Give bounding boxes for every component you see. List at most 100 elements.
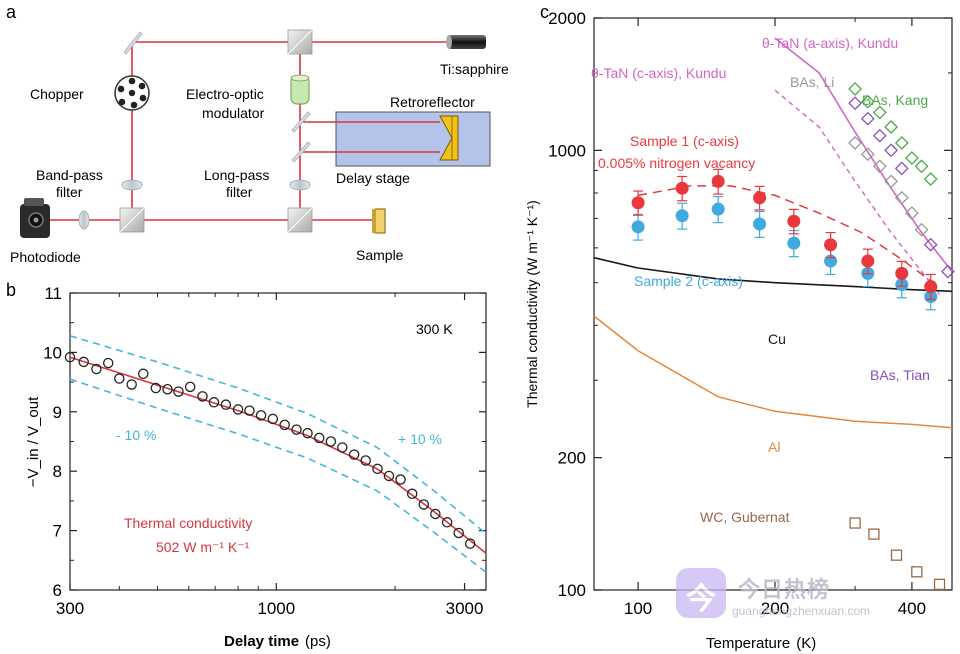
measurement-point	[184, 381, 196, 393]
bas-tian-point	[923, 237, 938, 252]
beam-splitter-top-middle	[287, 29, 313, 55]
panel-b-xlabel-main: Delay time	[224, 633, 299, 650]
bandpass-label-1: Band-pass	[36, 167, 103, 183]
panel-a-label: a	[6, 2, 17, 22]
ti-sapphire-laser	[446, 35, 486, 49]
sample-label: Sample	[356, 247, 404, 263]
panel-c-ytick-label: 1000	[548, 141, 586, 160]
photodiode	[20, 198, 50, 238]
beam-splitter-bottom-left	[119, 207, 145, 233]
panel-c-ytick-label: 2000	[548, 9, 586, 28]
measurement-point	[173, 386, 184, 397]
sample	[372, 208, 386, 234]
watermark-logo-glyph: 今	[686, 583, 716, 616]
panel-c-lines	[593, 37, 953, 429]
eom-label-2: modulator	[202, 105, 265, 121]
thermal-conductivity-value: 502 W m⁻¹ K⁻¹	[156, 539, 250, 555]
panel-c-points	[631, 81, 955, 591]
measurement-point	[372, 463, 383, 475]
panel-c-label: c	[540, 2, 549, 22]
wc-point	[911, 566, 923, 578]
tan-c-curve	[774, 89, 941, 295]
panel-c-xtick-label: 100	[624, 599, 652, 618]
chopper-label: Chopper	[30, 86, 84, 102]
plus-10-curve	[69, 335, 487, 535]
panel-c-xtick-label: 400	[898, 599, 926, 618]
bas-li-point	[904, 206, 919, 221]
measurement-point	[337, 442, 348, 453]
bas-tian-point	[872, 128, 887, 143]
electro-optic-modulator	[290, 74, 310, 105]
cu-curve	[593, 256, 953, 293]
temperature-annotation: 300 K	[416, 321, 453, 337]
bas-li-point	[860, 147, 875, 162]
measurement-point	[114, 373, 125, 384]
measurement-point	[91, 363, 102, 375]
measurement-point	[197, 391, 208, 402]
sample2-point	[675, 209, 689, 223]
sample2-label: Sample 2 (c-axis)	[634, 273, 743, 289]
wc-point	[868, 528, 880, 540]
longpass-filter	[289, 179, 311, 191]
bas-kang-point	[904, 151, 919, 166]
panel-b-xtick-label: 3000	[446, 599, 484, 618]
sample2-point	[711, 202, 725, 216]
sample1-point	[895, 266, 909, 280]
al-label: Al	[768, 439, 780, 455]
panel-b-ytick-label: 7	[53, 522, 62, 541]
bas-kang-point	[914, 159, 929, 174]
panel-b-tick-labels: 6 7 8 9 10 11 300 1000 3000	[43, 284, 483, 618]
wc-label: WC, Gubernat	[700, 509, 790, 525]
beams-in-stage	[336, 121, 440, 153]
watermark-text: 今日热榜	[738, 577, 831, 602]
bas-tian-point	[940, 264, 955, 279]
measurement-point	[78, 356, 89, 368]
mirror-mid-upper	[291, 111, 311, 133]
panel-b-ytick-label: 8	[53, 462, 62, 481]
panel-b: b 6 7 8 9 10 11 300 1000 3000 300 K - 10 % + 10 …	[6, 280, 487, 650]
measurement-point	[464, 538, 476, 549]
panel-c-frame	[593, 17, 953, 591]
bas-tian-point	[860, 111, 875, 126]
measurement-point	[383, 470, 395, 482]
tan-c-label: θ-TaN (c-axis), Kundu	[591, 65, 726, 81]
photodiode-lens	[78, 210, 90, 230]
measurement-point	[314, 432, 325, 444]
measurement-point	[220, 399, 232, 410]
measurement-point	[137, 368, 149, 380]
panel-c-ylabel: Thermal conductivity (W m⁻¹ K⁻¹)	[524, 200, 540, 408]
measurement-point	[162, 383, 173, 395]
bandpass-label-2: filter	[56, 184, 83, 200]
panel-a: a Ti:sapphire	[6, 2, 509, 265]
sample2-point	[753, 217, 767, 231]
panel-b-xtick-label: 300	[56, 599, 84, 618]
bandpass-filter	[121, 179, 143, 191]
measurement-point	[291, 424, 302, 435]
fit-curve	[69, 356, 487, 554]
bas-kang-point	[860, 94, 875, 109]
bas-kang-point	[848, 81, 863, 96]
bas-li-point	[884, 174, 899, 189]
panel-c-xlabel-main: Temperature	[706, 635, 790, 652]
panel-b-xtick-label: 1000	[257, 599, 295, 618]
sample2-point	[631, 220, 645, 234]
wc-point	[849, 517, 861, 529]
panel-b-ytick-label: 11	[44, 284, 62, 303]
bas-tian-label: BAs, Tian	[870, 367, 930, 383]
measurement-point	[126, 379, 137, 390]
measurement-point	[325, 436, 337, 447]
panel-b-points	[64, 351, 476, 549]
retroreflector-label: Retroreflector	[390, 94, 475, 110]
measurement-point	[360, 455, 371, 466]
watermark-subtext: guanghengzhenxuan.com	[732, 604, 871, 618]
measurement-point	[267, 413, 279, 425]
wc-point	[890, 549, 903, 561]
panel-b-xlabel: Delay time (ps)	[224, 633, 331, 650]
measurement-point	[302, 427, 313, 439]
bas-li-point	[894, 190, 909, 205]
minus-10-label: - 10 %	[116, 427, 156, 443]
delay-stage	[335, 111, 491, 167]
sample1-point	[753, 191, 767, 205]
panel-c-ticks	[594, 17, 952, 591]
